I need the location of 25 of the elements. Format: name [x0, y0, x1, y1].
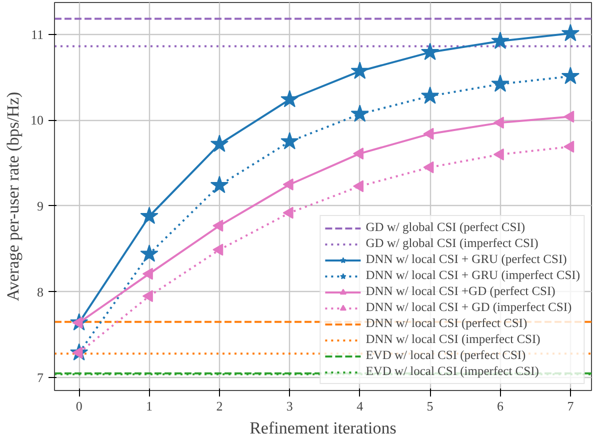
- y-axis-title: Average per-user rate (bps/Hz): [4, 92, 22, 302]
- ref-line-label: DNN w/ local CSI (perfect CSI): [366, 316, 528, 331]
- x-tick-label: 0: [76, 398, 82, 414]
- legend-label: DNN w/ local CSI + GD (imperfect CSI): [366, 300, 572, 315]
- x-tick-label: 5: [426, 398, 434, 414]
- x-tick-label: 1: [146, 398, 153, 414]
- x-tick-label: 2: [216, 398, 223, 414]
- legend-label: GD w/ global CSI (perfect CSI): [366, 220, 526, 235]
- legend-label: DNN w/ local CSI (imperfect CSI): [366, 332, 540, 347]
- ref-line-label: EVD w/ local CSI (imperfect CSI): [366, 364, 539, 379]
- x-axis-title: Refinement iterations: [250, 418, 396, 438]
- legend-label: DNN w/ local CSI + GRU (perfect CSI): [366, 252, 567, 267]
- x-tick-label: 7: [567, 398, 574, 414]
- y-tick-label: 9: [37, 198, 44, 214]
- x-tick-label: 6: [496, 398, 504, 414]
- legend-label: DNN w/ local CSI + GRU (imperfect CSI): [366, 268, 580, 283]
- x-tick-label: 3: [286, 398, 293, 414]
- legend-label: GD w/ global CSI (imperfect CSI): [366, 236, 538, 251]
- y-tick-label: 10: [30, 112, 44, 128]
- x-tick-label: 4: [356, 398, 364, 414]
- y-tick-label: 8: [37, 284, 44, 300]
- legend-label: DNN w/ local CSI +GD (perfect CSI): [366, 284, 556, 299]
- y-tick-label: 11: [30, 26, 44, 42]
- y-tick-label: 7: [37, 370, 44, 386]
- legend-label: EVD w/ local CSI (perfect CSI): [366, 348, 526, 363]
